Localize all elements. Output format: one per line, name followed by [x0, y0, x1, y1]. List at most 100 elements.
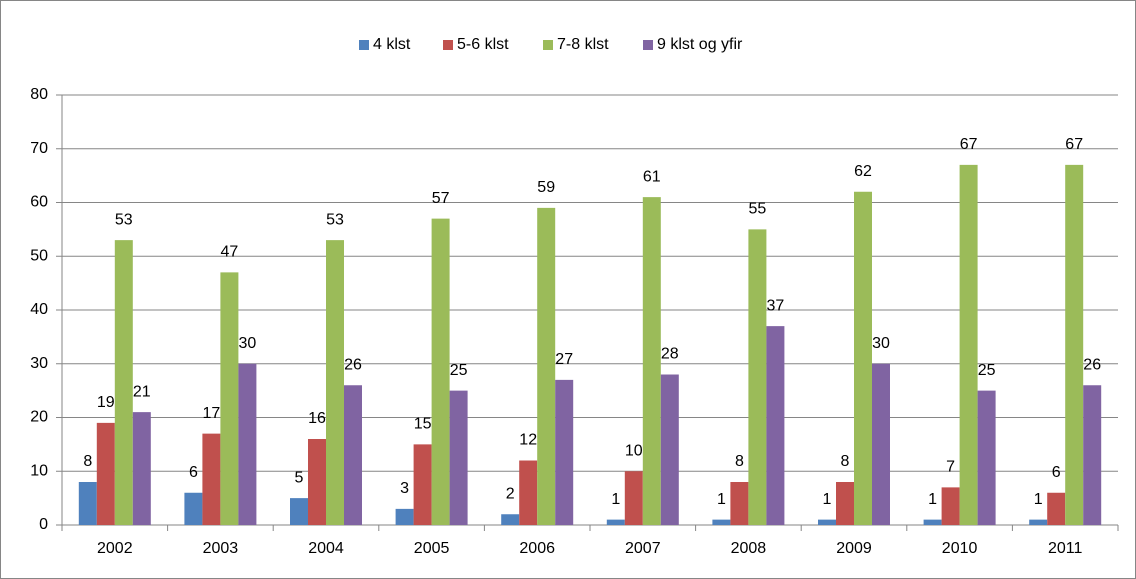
y-tick-label: 50	[30, 247, 48, 264]
bar	[519, 460, 538, 525]
bar	[730, 482, 749, 525]
bar	[1047, 492, 1066, 525]
bar	[642, 197, 661, 525]
data-label: 47	[221, 244, 239, 261]
bar	[290, 498, 308, 525]
bar	[941, 487, 960, 525]
data-label: 3	[400, 480, 409, 497]
legend-label: 4 klst	[373, 36, 411, 53]
x-tick-label: 2011	[1048, 540, 1083, 557]
bar	[78, 482, 97, 525]
bar	[660, 374, 679, 525]
data-label: 37	[767, 297, 785, 314]
bar	[854, 191, 872, 525]
x-tick-label: 2006	[519, 540, 555, 557]
data-label: 67	[960, 136, 978, 153]
legend-swatch	[359, 40, 369, 50]
data-label: 21	[133, 383, 151, 400]
bar	[431, 218, 450, 525]
bar	[624, 471, 643, 525]
x-tick-label: 2008	[731, 540, 767, 557]
data-label: 12	[519, 432, 537, 449]
data-label: 26	[344, 356, 362, 373]
legend-swatch	[643, 40, 653, 50]
data-label: 26	[1083, 356, 1101, 373]
data-label: 7	[946, 459, 955, 476]
data-label: 1	[717, 491, 726, 508]
data-label: 62	[854, 163, 872, 180]
bar	[818, 519, 836, 525]
data-label: 15	[414, 416, 432, 433]
bar	[748, 229, 767, 525]
bar	[238, 363, 257, 525]
bar	[923, 519, 942, 525]
data-label: 30	[239, 335, 257, 352]
bar	[836, 482, 854, 525]
data-label: 1	[823, 491, 832, 508]
data-label: 2	[506, 485, 515, 502]
data-label: 25	[978, 362, 996, 379]
data-label: 61	[643, 168, 661, 185]
bar	[501, 514, 520, 525]
bar	[132, 412, 151, 525]
bar	[977, 390, 996, 525]
data-label: 6	[1052, 464, 1061, 481]
bar	[606, 519, 625, 525]
bar	[344, 385, 362, 525]
data-label: 55	[749, 201, 767, 218]
data-label: 59	[537, 179, 555, 196]
y-tick-label: 10	[30, 462, 48, 479]
legend-item: 7-8 klst	[543, 36, 609, 53]
bar	[220, 272, 239, 525]
bar	[537, 207, 556, 525]
x-tick-label: 2007	[625, 540, 661, 557]
y-tick-label: 80	[30, 86, 48, 103]
bar	[184, 492, 203, 525]
data-label: 17	[203, 405, 221, 422]
data-label: 25	[450, 362, 468, 379]
bar	[395, 508, 414, 525]
bar	[872, 363, 890, 525]
legend-item: 9 klst og yfir	[643, 36, 743, 53]
data-label: 16	[308, 410, 326, 427]
legend-item: 4 klst	[359, 36, 411, 53]
bar	[308, 439, 326, 525]
legend-swatch	[443, 40, 453, 50]
data-label: 1	[1034, 491, 1043, 508]
data-label: 5	[295, 469, 304, 486]
y-tick-label: 30	[30, 355, 48, 372]
legend-item: 5-6 klst	[443, 36, 509, 53]
y-tick-label: 40	[30, 301, 48, 318]
x-tick-label: 2009	[836, 540, 872, 557]
bar	[114, 240, 133, 525]
bar	[766, 326, 785, 525]
x-tick-label: 2002	[97, 540, 133, 557]
legend-label: 7-8 klst	[557, 36, 609, 53]
x-tick-label: 2010	[942, 540, 978, 557]
bar	[1065, 164, 1084, 525]
bar	[1083, 385, 1102, 525]
legend-label: 9 klst og yfir	[657, 36, 743, 53]
data-label: 6	[189, 464, 198, 481]
data-label: 8	[841, 453, 850, 470]
bar	[202, 433, 221, 525]
x-tick-label: 2003	[203, 540, 239, 557]
bar	[326, 240, 344, 525]
x-tick-label: 2005	[414, 540, 450, 557]
y-tick-label: 60	[30, 194, 48, 211]
data-label: 53	[326, 211, 344, 228]
data-label: 28	[661, 346, 679, 363]
bar	[959, 164, 978, 525]
bar	[413, 444, 432, 525]
y-tick-label: 20	[30, 409, 48, 426]
data-label: 8	[735, 453, 744, 470]
data-label: 57	[432, 190, 450, 207]
legend-swatch	[543, 40, 553, 50]
bar	[449, 390, 468, 525]
x-tick-label: 2004	[308, 540, 344, 557]
data-label: 8	[83, 453, 92, 470]
bar	[96, 422, 115, 525]
y-tick-label: 70	[30, 140, 48, 157]
